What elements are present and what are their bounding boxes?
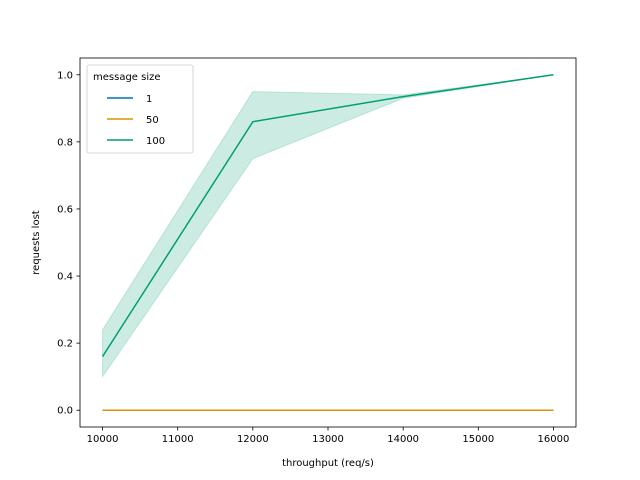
y-axis-ticks: 0.0 0.2 0.4 0.6 0.8 1.0 bbox=[57, 70, 80, 417]
x-tick-label: 12000 bbox=[237, 434, 269, 445]
legend-label-1: 1 bbox=[146, 94, 152, 105]
legend-label-100: 100 bbox=[146, 136, 165, 147]
legend-box bbox=[86, 64, 194, 154]
x-tick-label: 16000 bbox=[538, 434, 570, 445]
x-axis-label: throughput (req/s) bbox=[282, 458, 374, 469]
legend-title: message size bbox=[93, 72, 161, 83]
x-tick-label: 11000 bbox=[162, 434, 194, 445]
legend: message size 1 50 100 bbox=[86, 64, 194, 154]
confidence-band-100 bbox=[102, 74, 554, 379]
x-axis-ticks: 10000 11000 12000 13000 14000 15000 16000 bbox=[87, 427, 570, 445]
series-lines bbox=[101, 74, 554, 411]
y-tick-label: 1.0 bbox=[57, 70, 73, 81]
y-tick-label: 0.2 bbox=[57, 339, 73, 350]
y-axis-label: requests lost bbox=[31, 210, 42, 275]
legend-label-50: 50 bbox=[146, 115, 159, 126]
plot-frame bbox=[79, 57, 577, 428]
y-tick-label: 0.4 bbox=[57, 272, 73, 283]
x-tick-label: 13000 bbox=[312, 434, 344, 445]
x-tick-label: 10000 bbox=[87, 434, 119, 445]
x-tick-label: 15000 bbox=[462, 434, 494, 445]
series-line-100 bbox=[101, 74, 554, 357]
y-tick-label: 0.8 bbox=[57, 137, 73, 148]
legend-items: 1 50 100 bbox=[107, 94, 165, 147]
x-tick-label: 14000 bbox=[387, 434, 419, 445]
y-tick-label: 0.6 bbox=[57, 204, 73, 215]
y-tick-label: 0.0 bbox=[57, 406, 73, 417]
